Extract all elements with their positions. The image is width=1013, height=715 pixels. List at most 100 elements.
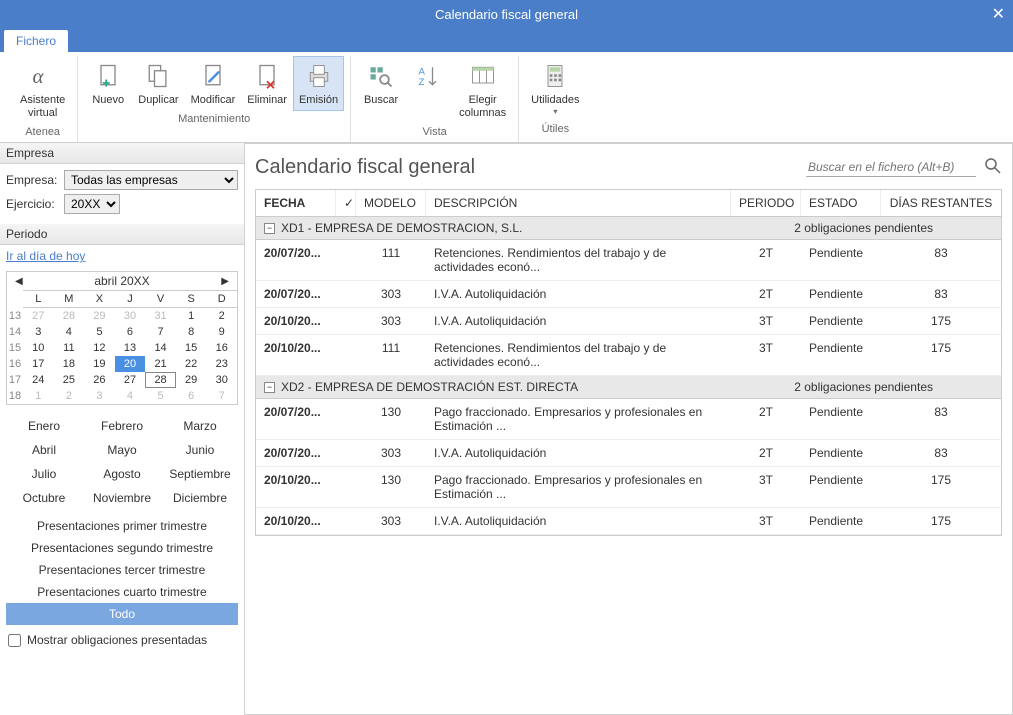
preset-button[interactable]: Presentaciones primer trimestre [6, 515, 238, 537]
cal-day[interactable]: 30 [206, 372, 237, 388]
month-button[interactable]: Julio [6, 463, 82, 485]
buscar-button[interactable]: Buscar [357, 56, 405, 124]
cal-prev-icon[interactable]: ◀ [11, 276, 27, 287]
cal-day[interactable]: 3 [84, 388, 115, 404]
table-row[interactable]: 20/07/20... 130 Pago fraccionado. Empres… [256, 399, 1001, 440]
col-estado[interactable]: ESTADO [801, 190, 881, 216]
cal-day[interactable]: 21 [145, 356, 176, 372]
cal-day[interactable]: 20 [115, 356, 146, 372]
month-button[interactable]: Diciembre [162, 487, 238, 509]
cal-day[interactable]: 30 [115, 308, 146, 324]
cal-day[interactable]: 7 [145, 324, 176, 340]
cal-day[interactable]: 26 [84, 372, 115, 388]
close-icon[interactable]: ✕ [992, 4, 1005, 24]
cal-day[interactable]: 2 [206, 308, 237, 324]
cal-day[interactable]: 25 [54, 372, 85, 388]
cal-day[interactable]: 1 [176, 308, 207, 324]
cal-day[interactable]: 14 [145, 340, 176, 356]
preset-button[interactable]: Todo [6, 603, 238, 625]
search-icon[interactable] [984, 157, 1002, 178]
table-row[interactable]: 20/10/20... 303 I.V.A. Autoliquidación 3… [256, 308, 1001, 335]
cal-day[interactable]: 31 [145, 308, 176, 324]
utilidades-button[interactable]: Utilidades ▾ [525, 56, 585, 121]
cal-day[interactable]: 7 [206, 388, 237, 404]
month-button[interactable]: Agosto [84, 463, 160, 485]
cal-day[interactable]: 11 [54, 340, 85, 356]
modificar-button[interactable]: Modificar [185, 56, 242, 111]
table-row[interactable]: 20/07/20... 303 I.V.A. Autoliquidación 2… [256, 281, 1001, 308]
cal-day[interactable]: 1 [23, 388, 54, 404]
grid-group-header[interactable]: −XD2 - EMPRESA DE DEMOSTRACIÓN EST. DIRE… [256, 376, 1001, 399]
ir-hoy-link[interactable]: Ir al día de hoy [6, 249, 238, 263]
search-input[interactable] [806, 158, 976, 177]
preset-button[interactable]: Presentaciones tercer trimestre [6, 559, 238, 581]
duplicar-button[interactable]: Duplicar [132, 56, 184, 111]
cal-day[interactable]: 17 [23, 356, 54, 372]
cal-day[interactable]: 27 [23, 308, 54, 324]
collapse-icon[interactable]: − [264, 223, 275, 234]
cal-day[interactable]: 29 [84, 308, 115, 324]
col-dias[interactable]: DÍAS RESTANTES [881, 190, 1001, 216]
month-button[interactable]: Mayo [84, 439, 160, 461]
ejercicio-select[interactable]: 20XX [64, 194, 120, 214]
table-row[interactable]: 20/10/20... 303 I.V.A. Autoliquidación 3… [256, 508, 1001, 535]
month-button[interactable]: Junio [162, 439, 238, 461]
table-row[interactable]: 20/10/20... 111 Retenciones. Rendimiento… [256, 335, 1001, 376]
cal-day[interactable]: 10 [23, 340, 54, 356]
cal-day[interactable]: 6 [115, 324, 146, 340]
month-button[interactable]: Febrero [84, 415, 160, 437]
month-button[interactable]: Septiembre [162, 463, 238, 485]
cell-desc: Pago fraccionado. Empresarios y profesio… [426, 399, 731, 439]
col-modelo[interactable]: MODELO [356, 190, 426, 216]
cal-day[interactable]: 4 [115, 388, 146, 404]
cal-day[interactable]: 6 [176, 388, 207, 404]
cal-day[interactable]: 27 [115, 372, 146, 388]
sort-button[interactable]: AZ [405, 56, 453, 124]
cal-day[interactable]: 28 [145, 372, 176, 388]
empresa-select[interactable]: Todas las empresas [64, 170, 238, 190]
cal-day[interactable]: 2 [54, 388, 85, 404]
asistente-virtual-button[interactable]: α Asistente virtual [14, 56, 71, 124]
preset-button[interactable]: Presentaciones segundo trimestre [6, 537, 238, 559]
nuevo-button[interactable]: Nuevo [84, 56, 132, 111]
cal-next-icon[interactable]: ▶ [217, 276, 233, 287]
cal-day[interactable]: 19 [84, 356, 115, 372]
emision-button[interactable]: Emisión [293, 56, 344, 111]
cal-day[interactable]: 29 [176, 372, 207, 388]
month-button[interactable]: Noviembre [84, 487, 160, 509]
grid-group-header[interactable]: −XD1 - EMPRESA DE DEMOSTRACION, S.L.2 ob… [256, 217, 1001, 240]
cal-day[interactable]: 3 [23, 324, 54, 340]
cal-day[interactable]: 28 [54, 308, 85, 324]
col-fecha[interactable]: FECHA [256, 190, 336, 216]
cal-day[interactable]: 8 [176, 324, 207, 340]
mostrar-presentadas-checkbox[interactable] [8, 634, 21, 647]
cal-day[interactable]: 18 [54, 356, 85, 372]
cal-day[interactable]: 22 [176, 356, 207, 372]
tab-fichero[interactable]: Fichero [4, 30, 68, 52]
table-row[interactable]: 20/07/20... 303 I.V.A. Autoliquidación 2… [256, 440, 1001, 467]
cal-day[interactable]: 16 [206, 340, 237, 356]
month-button[interactable]: Enero [6, 415, 82, 437]
collapse-icon[interactable]: − [264, 382, 275, 393]
table-row[interactable]: 20/07/20... 111 Retenciones. Rendimiento… [256, 240, 1001, 281]
month-button[interactable]: Marzo [162, 415, 238, 437]
col-desc[interactable]: DESCRIPCIÓN [426, 190, 731, 216]
cal-day[interactable]: 4 [54, 324, 85, 340]
month-button[interactable]: Abril [6, 439, 82, 461]
columnas-button[interactable]: Elegir columnas [453, 56, 512, 124]
cal-day[interactable]: 9 [206, 324, 237, 340]
cal-day[interactable]: 5 [145, 388, 176, 404]
cal-day[interactable]: 15 [176, 340, 207, 356]
eliminar-button[interactable]: Eliminar [241, 56, 293, 111]
cal-day[interactable]: 24 [23, 372, 54, 388]
table-row[interactable]: 20/10/20... 130 Pago fraccionado. Empres… [256, 467, 1001, 508]
col-chk[interactable]: ✓ [336, 190, 356, 216]
cal-day[interactable]: 13 [115, 340, 146, 356]
col-periodo[interactable]: PERIODO [731, 190, 801, 216]
cal-day[interactable]: 12 [84, 340, 115, 356]
preset-button[interactable]: Presentaciones cuarto trimestre [6, 581, 238, 603]
cal-day[interactable]: 23 [206, 356, 237, 372]
month-button[interactable]: Octubre [6, 487, 82, 509]
cal-day[interactable]: 5 [84, 324, 115, 340]
cell-fecha: 20/10/20... [256, 335, 336, 375]
